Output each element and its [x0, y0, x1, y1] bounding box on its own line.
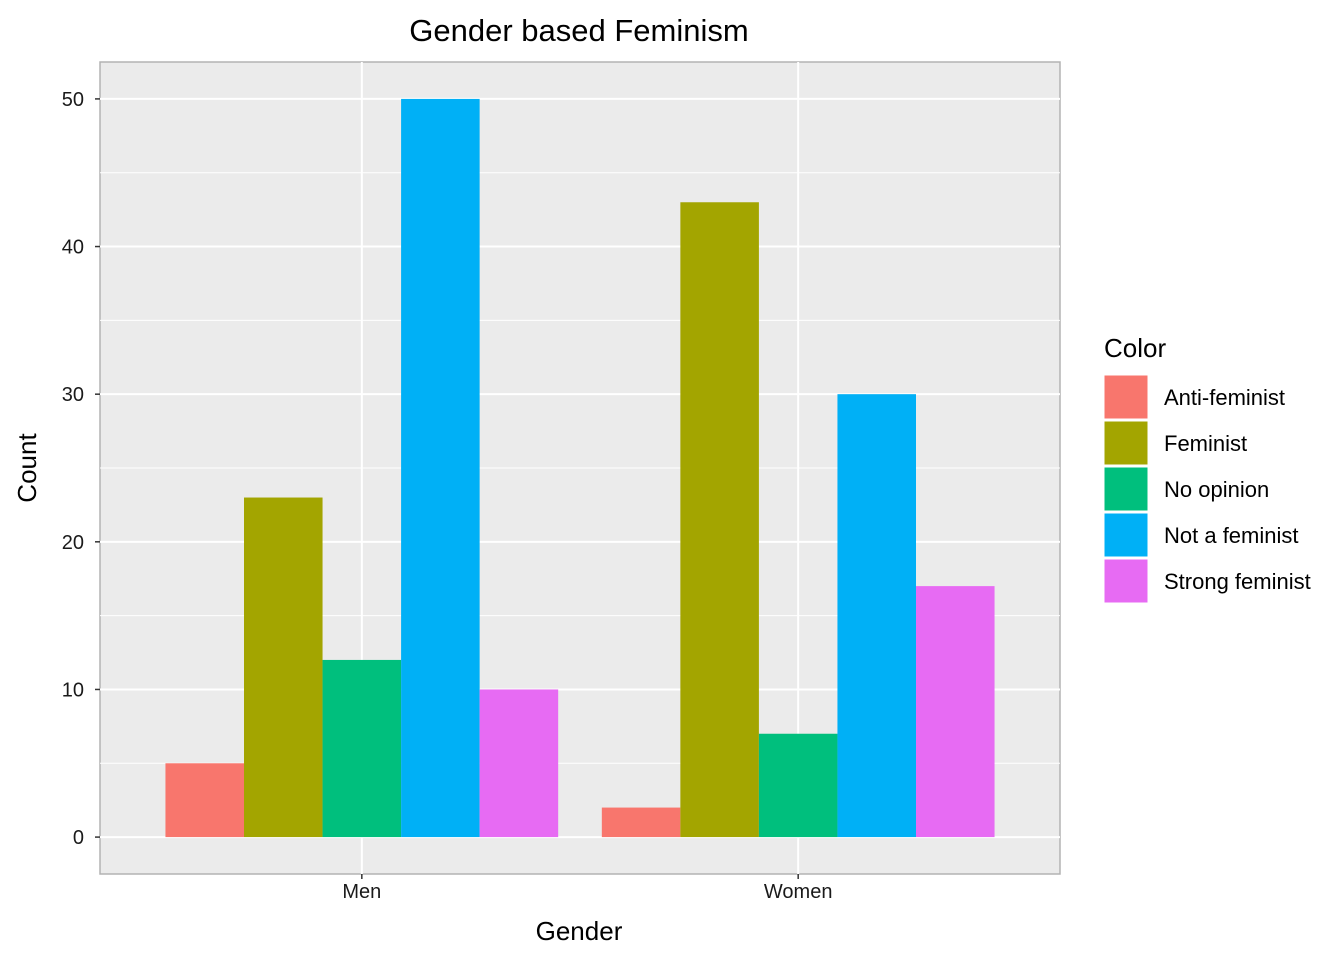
bars [165, 98, 995, 838]
legend-swatch [1103, 558, 1149, 604]
bar [758, 733, 838, 838]
bar [322, 659, 402, 838]
bar [244, 497, 323, 838]
legend-label: Not a feminist [1164, 523, 1299, 548]
y-axis: 0 10 20 30 40 50 [62, 89, 100, 849]
legend-swatch [1103, 466, 1149, 512]
legend-title: Color [1104, 333, 1166, 363]
bar [401, 98, 480, 838]
y-axis-title: Count [12, 433, 42, 503]
legend-label: Strong feminist [1164, 569, 1311, 594]
y-tick-label: 20 [62, 532, 84, 554]
legend-swatch [1103, 512, 1149, 558]
bar [601, 807, 681, 838]
y-tick-label: 40 [62, 237, 84, 259]
legend-label: Anti-feminist [1164, 385, 1285, 410]
chart-title: Gender based Feminism [409, 13, 748, 48]
legend-swatch [1103, 420, 1149, 466]
legend-swatch [1103, 374, 1149, 420]
bar [837, 394, 916, 838]
y-tick-label: 50 [62, 89, 84, 111]
bar [165, 763, 244, 838]
x-tick-label: Women [764, 881, 833, 903]
y-tick-label: 30 [62, 384, 84, 406]
legend: Color Anti-feminist Feminist No opinion Not… [1103, 333, 1311, 604]
bar [479, 689, 559, 838]
y-tick-label: 10 [62, 679, 84, 701]
x-axis-title: Gender [536, 916, 623, 946]
y-tick-label: 0 [73, 827, 84, 849]
bar [916, 586, 995, 838]
legend-label: No opinion [1164, 477, 1269, 502]
bar [680, 202, 759, 838]
x-axis: Men Women [342, 874, 832, 903]
legend-label: Feminist [1164, 431, 1247, 456]
x-tick-label: Men [342, 881, 381, 903]
